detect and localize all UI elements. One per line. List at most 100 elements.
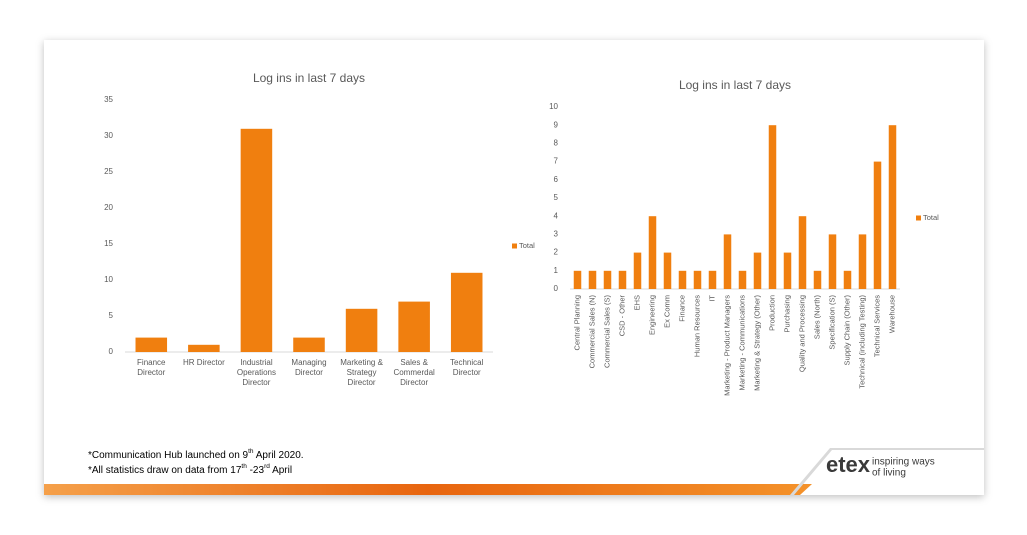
y-tick-label: 20 bbox=[104, 203, 113, 212]
bar bbox=[783, 252, 792, 289]
bar bbox=[398, 301, 430, 352]
x-tick-label: Finance Director bbox=[137, 358, 166, 377]
logo-name: etex bbox=[826, 452, 871, 477]
y-tick-label: 2 bbox=[554, 248, 559, 257]
footnote-part: *All statistics draw on data from 17 bbox=[88, 465, 242, 476]
bar bbox=[693, 270, 702, 289]
footnote-part: th bbox=[248, 448, 254, 455]
x-tick-label: IT bbox=[707, 295, 716, 302]
bar bbox=[588, 270, 597, 289]
footnote-part: *Communication Hub launched on 9 bbox=[88, 450, 249, 461]
y-tick-label: 10 bbox=[104, 275, 113, 284]
x-tick-label: Engineering bbox=[647, 295, 656, 335]
x-tick-label: Marketing & Strategy Director bbox=[340, 358, 383, 387]
bar bbox=[633, 252, 642, 289]
y-tick-label: 3 bbox=[554, 230, 559, 239]
x-tick-label: EHS bbox=[632, 295, 641, 310]
logo-tagline: of living bbox=[872, 468, 906, 479]
x-tick-label: HR Director bbox=[182, 358, 225, 367]
x-tick-label: Sales (North) bbox=[812, 295, 821, 340]
footnote-part: th bbox=[241, 463, 247, 470]
x-tick-label: CSD - Other bbox=[617, 295, 626, 337]
bar bbox=[828, 234, 837, 289]
bar bbox=[618, 270, 627, 289]
x-tick-label: Specification (S) bbox=[827, 295, 836, 350]
x-tick-label: Technical Services bbox=[872, 295, 881, 357]
bar bbox=[188, 344, 220, 352]
footnote-part: rd bbox=[264, 463, 270, 470]
bar bbox=[678, 270, 687, 289]
bar bbox=[723, 234, 732, 289]
footnote: *All statistics draw on data from 17th -… bbox=[88, 463, 292, 475]
x-tick-label: Ex Comm bbox=[662, 295, 671, 328]
x-tick-label: Central Planning bbox=[572, 295, 581, 350]
x-tick-label: Finance bbox=[677, 295, 686, 322]
bar bbox=[345, 308, 378, 352]
x-tick-label: Supply Chain (Other) bbox=[842, 295, 851, 366]
slide-background bbox=[44, 40, 984, 495]
bar bbox=[135, 337, 168, 352]
x-tick-label: Commercial Sales (N) bbox=[587, 295, 596, 369]
y-tick-label: 25 bbox=[104, 167, 113, 176]
bar bbox=[573, 270, 582, 289]
y-tick-label: 0 bbox=[554, 284, 559, 293]
y-tick-label: 1 bbox=[554, 266, 559, 275]
y-tick-label: 10 bbox=[549, 102, 558, 111]
bar bbox=[768, 125, 777, 289]
bar bbox=[663, 252, 672, 289]
x-tick-label: Commercial Sales (S) bbox=[602, 295, 611, 368]
legend-label: Total bbox=[923, 213, 939, 222]
x-tick-label: Managing Director bbox=[291, 358, 327, 377]
x-tick-label-box: Managing Director bbox=[291, 358, 327, 377]
bar bbox=[603, 270, 612, 289]
x-tick-label: Marketing - Communications bbox=[737, 295, 746, 391]
chart-title: Log ins in last 7 days bbox=[253, 71, 365, 85]
footnote: *Communication Hub launched on 9th April… bbox=[88, 448, 304, 460]
logo-tagline: inspiring ways bbox=[872, 457, 935, 468]
y-tick-label: 0 bbox=[109, 347, 114, 356]
y-tick-label: 9 bbox=[554, 120, 559, 129]
bar bbox=[753, 252, 762, 289]
x-tick-label: Marketing - Product Managers bbox=[722, 295, 731, 396]
footnote-part: April 2020. bbox=[254, 450, 304, 461]
y-tick-label: 4 bbox=[554, 211, 559, 220]
bar bbox=[648, 216, 657, 289]
x-tick-label-box: Finance Director bbox=[137, 358, 166, 377]
x-tick-label: Technical Director bbox=[450, 358, 484, 377]
footnote-part: April bbox=[270, 465, 292, 476]
x-tick-label: Human Resources bbox=[692, 295, 701, 357]
bar bbox=[843, 270, 852, 289]
bar bbox=[293, 337, 325, 352]
x-tick-label: Purchasing bbox=[782, 295, 791, 333]
bar bbox=[813, 270, 822, 289]
bar bbox=[858, 234, 867, 289]
legend-swatch bbox=[916, 215, 921, 221]
bar bbox=[708, 270, 717, 289]
x-tick-label-box: HR Director bbox=[182, 358, 225, 367]
y-tick-label: 6 bbox=[554, 175, 559, 184]
bar bbox=[873, 161, 882, 289]
y-tick-label: 30 bbox=[104, 131, 113, 140]
y-tick-label: 35 bbox=[104, 95, 113, 104]
x-tick-label: Technical (including Testing) bbox=[857, 295, 866, 389]
legend-swatch bbox=[512, 243, 517, 249]
x-tick-label: Warehouse bbox=[887, 295, 896, 333]
x-tick-label: Marketing & Strategy (Other) bbox=[752, 295, 761, 391]
footnote-part: -23 bbox=[247, 465, 265, 476]
chart-title: Log ins in last 7 days bbox=[679, 78, 791, 92]
bar bbox=[738, 270, 747, 289]
y-tick-label: 7 bbox=[554, 157, 559, 166]
bar bbox=[450, 272, 483, 352]
x-tick-label-box: Industrial Operations Director bbox=[236, 358, 276, 387]
x-tick-label: Industrial Operations Director bbox=[236, 358, 276, 387]
y-tick-label: 15 bbox=[104, 239, 113, 248]
y-tick-label: 8 bbox=[554, 139, 559, 148]
bar bbox=[240, 128, 273, 352]
x-tick-label-box: Marketing & Strategy Director bbox=[340, 358, 383, 387]
bar bbox=[798, 216, 807, 289]
x-tick-label: Sales & Commerdal Director bbox=[393, 358, 435, 387]
x-tick-label: Production bbox=[767, 295, 776, 331]
y-tick-label: 5 bbox=[109, 311, 114, 320]
x-tick-label-box: Sales & Commerdal Director bbox=[393, 358, 435, 387]
